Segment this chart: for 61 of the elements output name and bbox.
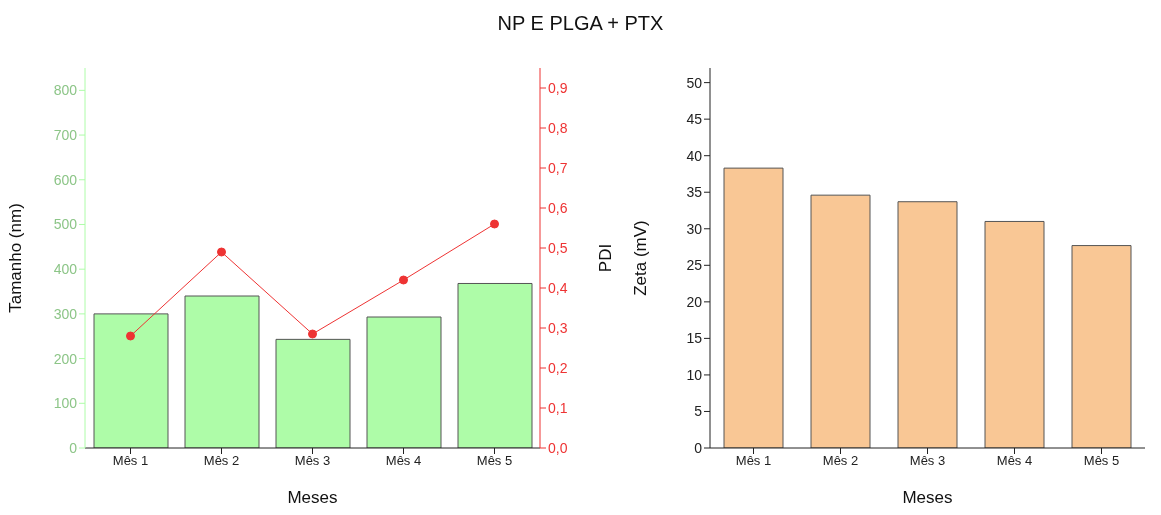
y-tick-label: 30 (686, 220, 703, 237)
y2-tick-label: 0,5 (548, 239, 568, 256)
bar (93, 313, 169, 448)
y2-tick-label: 0,2 (548, 359, 568, 376)
y-tick-label: 20 (686, 293, 703, 310)
x-tick-label: Mês 3 (909, 453, 946, 469)
x-tick-label: Mês 1 (112, 453, 149, 469)
point (490, 219, 499, 229)
y-tick-label: 40 (686, 147, 703, 164)
y-tick-label: 100 (53, 395, 78, 412)
y2-tick-label: 0,6 (548, 199, 568, 216)
y-tick-label: 35 (686, 184, 703, 201)
y-tick-label: 200 (53, 350, 78, 367)
y-tick-label: 300 (53, 305, 78, 322)
y-tick-label: 10 (686, 366, 703, 383)
x-tick-label: Mês 2 (203, 453, 240, 469)
point (126, 331, 135, 341)
bar (984, 220, 1045, 448)
y-tick-label: 0 (694, 439, 703, 456)
y2-tick-label: 0,8 (548, 119, 568, 136)
y-tick-label: 400 (53, 261, 78, 278)
x-tick-label: Mês 1 (735, 453, 772, 469)
y-tick-label: 0 (69, 439, 78, 456)
y2-tick-label: 0,1 (548, 399, 568, 416)
point (308, 329, 317, 339)
y-tick-label: 500 (53, 216, 78, 233)
y-axis-title: Zeta (mV) (631, 220, 651, 296)
bar (1071, 245, 1132, 448)
y-tick-label: 700 (53, 127, 78, 144)
y-axis-title: Tamanho (nm) (6, 203, 26, 313)
bar (366, 316, 442, 448)
y-tick-label: 50 (686, 74, 703, 91)
y-tick-label: 25 (686, 257, 703, 274)
y2-tick-label: 0,9 (548, 79, 568, 96)
x-axis-title: Meses (902, 488, 953, 507)
x-axis-title: Meses (287, 488, 338, 507)
y-tick-label: 600 (53, 171, 78, 188)
bar (897, 201, 958, 448)
bar (810, 194, 871, 448)
x-tick-label: Mês 4 (385, 453, 422, 469)
y-tick-label: 5 (694, 403, 703, 420)
y2-tick-label: 0,3 (548, 319, 568, 336)
y-tick-label: 15 (686, 330, 703, 347)
y-tick-label: 800 (53, 82, 78, 99)
bar (723, 167, 784, 448)
x-tick-label: Mês 5 (1083, 453, 1120, 469)
bar (184, 295, 260, 448)
y2-tick-label: 0,0 (548, 439, 568, 456)
bar (457, 282, 533, 448)
point (217, 247, 226, 257)
x-tick-label: Mês 5 (476, 453, 513, 469)
x-tick-label: Mês 4 (996, 453, 1033, 469)
y-tick-label: 45 (686, 111, 703, 128)
x-tick-label: Mês 2 (822, 453, 859, 469)
y2-tick-label: 0,4 (548, 279, 568, 296)
y2-axis-title: PDI (596, 243, 616, 273)
bar (275, 338, 351, 448)
y2-tick-label: 0,7 (548, 159, 568, 176)
point (399, 275, 408, 285)
text: NP E PLGA + PTX (496, 12, 665, 35)
x-tick-label: Mês 3 (294, 453, 331, 469)
